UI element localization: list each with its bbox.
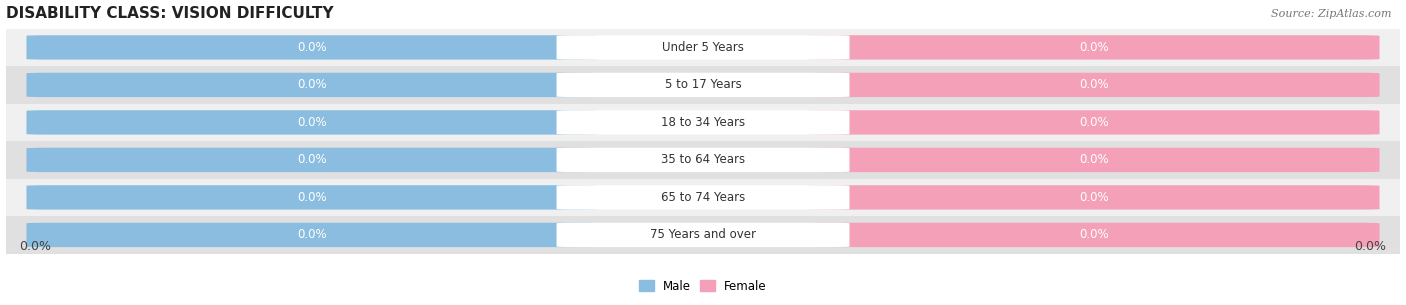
FancyBboxPatch shape	[27, 185, 599, 210]
Text: 0.0%: 0.0%	[298, 41, 328, 54]
Legend: Male, Female: Male, Female	[634, 275, 772, 297]
FancyBboxPatch shape	[807, 148, 1379, 172]
FancyBboxPatch shape	[557, 73, 849, 97]
Text: 75 Years and over: 75 Years and over	[650, 228, 756, 242]
FancyBboxPatch shape	[27, 223, 599, 247]
FancyBboxPatch shape	[807, 73, 1379, 97]
FancyBboxPatch shape	[557, 148, 849, 172]
Text: 0.0%: 0.0%	[298, 78, 328, 92]
Text: 65 to 74 Years: 65 to 74 Years	[661, 191, 745, 204]
Text: 0.0%: 0.0%	[1354, 240, 1386, 253]
Bar	[6, 141, 1400, 179]
FancyBboxPatch shape	[807, 223, 1379, 247]
Bar	[6, 216, 1400, 254]
Bar	[6, 104, 1400, 141]
Text: Source: ZipAtlas.com: Source: ZipAtlas.com	[1271, 9, 1392, 19]
Text: 0.0%: 0.0%	[1078, 228, 1108, 242]
Text: 0.0%: 0.0%	[298, 228, 328, 242]
FancyBboxPatch shape	[27, 73, 599, 97]
Text: 0.0%: 0.0%	[1078, 116, 1108, 129]
Text: 0.0%: 0.0%	[1078, 191, 1108, 204]
Text: 0.0%: 0.0%	[1078, 153, 1108, 167]
Text: 35 to 64 Years: 35 to 64 Years	[661, 153, 745, 167]
Text: 18 to 34 Years: 18 to 34 Years	[661, 116, 745, 129]
FancyBboxPatch shape	[557, 223, 849, 247]
Text: 0.0%: 0.0%	[298, 153, 328, 167]
Text: DISABILITY CLASS: VISION DIFFICULTY: DISABILITY CLASS: VISION DIFFICULTY	[6, 5, 333, 20]
Bar	[6, 179, 1400, 216]
FancyBboxPatch shape	[27, 110, 599, 135]
Text: 0.0%: 0.0%	[1078, 78, 1108, 92]
Bar	[6, 29, 1400, 66]
FancyBboxPatch shape	[27, 148, 599, 172]
Text: 0.0%: 0.0%	[298, 191, 328, 204]
Text: Under 5 Years: Under 5 Years	[662, 41, 744, 54]
FancyBboxPatch shape	[557, 110, 849, 135]
FancyBboxPatch shape	[807, 110, 1379, 135]
Text: 0.0%: 0.0%	[1078, 41, 1108, 54]
FancyBboxPatch shape	[27, 35, 599, 59]
FancyBboxPatch shape	[557, 185, 849, 210]
FancyBboxPatch shape	[807, 185, 1379, 210]
Text: 0.0%: 0.0%	[20, 240, 52, 253]
Text: 0.0%: 0.0%	[298, 116, 328, 129]
Bar	[6, 66, 1400, 104]
FancyBboxPatch shape	[557, 35, 849, 59]
Text: 5 to 17 Years: 5 to 17 Years	[665, 78, 741, 92]
FancyBboxPatch shape	[807, 35, 1379, 59]
